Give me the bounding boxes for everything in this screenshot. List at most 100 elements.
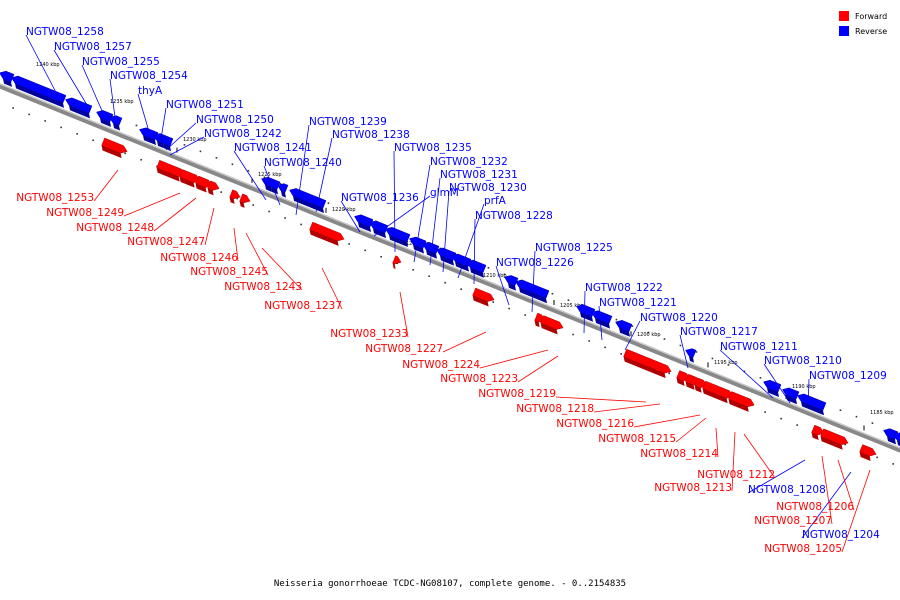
leader-line xyxy=(517,355,559,383)
gene-NGTW08_1232[interactable] xyxy=(409,236,427,254)
gene-label: NGTW08_1250 xyxy=(196,114,274,126)
leader-line xyxy=(837,459,855,511)
gene-NGTW08_1238[interactable] xyxy=(289,188,327,214)
gene-NGTW08_1257[interactable] xyxy=(11,75,67,108)
gene-NGTW08_1222[interactable] xyxy=(576,304,596,322)
gene-NGTW08_1246[interactable] xyxy=(207,180,220,196)
gene-NGTW08_1237[interactable] xyxy=(309,221,345,246)
gene-shadow xyxy=(676,377,685,386)
gene-glmM[interactable] xyxy=(369,220,389,239)
gene-NGTW08_1254[interactable] xyxy=(96,110,114,127)
gene-shadow xyxy=(357,222,371,233)
gene-label: NGTW08_1204 xyxy=(802,529,880,541)
gene-arrow xyxy=(229,189,241,200)
gene-label: NGTW08_1210 xyxy=(764,355,842,367)
gene-label: NGTW08_1251 xyxy=(166,99,244,111)
gene-arrow xyxy=(409,236,427,249)
gene-NGTW08_1236[interactable] xyxy=(354,214,374,233)
gene-NGTW08_1242[interactable] xyxy=(159,135,174,152)
gene-label: NGTW08_1225 xyxy=(535,242,613,254)
gene-label: NGTW08_1254 xyxy=(110,70,188,82)
gene-thyA[interactable] xyxy=(109,115,123,131)
gene-NGTW08_1209[interactable] xyxy=(797,393,827,416)
gene-NGTW08_1207[interactable] xyxy=(811,424,825,441)
gene-arrow xyxy=(392,255,402,265)
gene-arrow xyxy=(883,428,899,440)
leader-line xyxy=(321,267,343,310)
gene-NGTW08_1258[interactable] xyxy=(0,70,15,87)
gene-NGTW08_1230[interactable] xyxy=(436,247,457,266)
gene-arrow xyxy=(422,241,440,255)
gene-NGTW08_1233[interactable] xyxy=(392,255,402,269)
gene-shadow xyxy=(766,387,779,398)
gene-NGTW08_1227[interactable] xyxy=(472,287,495,307)
track-dot xyxy=(711,357,714,360)
scale-tick-label: 1235 kbp xyxy=(110,99,134,105)
gene-NGTW08_1217[interactable] xyxy=(685,348,697,363)
gene-arrow xyxy=(207,180,220,191)
gene-label: NGTW08_1228 xyxy=(475,210,553,222)
gene-NGTW08_1223[interactable] xyxy=(540,315,564,335)
gene-shadow xyxy=(412,244,424,254)
genome-backbone-highlight xyxy=(0,83,900,449)
leader-line xyxy=(261,247,303,291)
gene-shadow xyxy=(68,105,90,119)
gene-NGTW08_1210[interactable] xyxy=(782,387,800,405)
gene-NGTW08_1220[interactable] xyxy=(615,320,633,337)
gene-label: NGTW08_1237 xyxy=(264,300,342,312)
gene-NGTW08_1251[interactable] xyxy=(139,127,159,146)
gene-label: NGTW08_1253 xyxy=(16,192,94,204)
gene-NGTW08_1235[interactable] xyxy=(385,227,411,247)
gene-label: NGTW08_1211 xyxy=(720,341,798,353)
track-dot xyxy=(668,372,670,375)
gene-arrow xyxy=(385,227,411,243)
gene-NGTW08_1245[interactable] xyxy=(229,189,241,204)
gene-arrow xyxy=(466,259,487,274)
track-dot xyxy=(503,273,506,276)
gene-arrow xyxy=(859,444,877,457)
gene-arrow xyxy=(591,310,613,325)
gene-label: NGTW08_1235 xyxy=(394,142,472,154)
gene-NGTW08_1212[interactable] xyxy=(728,391,755,412)
gene-prfA[interactable] xyxy=(451,253,472,272)
gene-NGTW08_1239[interactable] xyxy=(277,183,289,198)
legend: Forward Reverse xyxy=(839,11,887,36)
gene-shadow xyxy=(112,123,120,131)
track-dot xyxy=(508,307,510,310)
leader-line xyxy=(233,150,267,201)
gene-NGTW08_1226[interactable] xyxy=(504,275,519,291)
gene-NGTW08_1225[interactable] xyxy=(515,279,550,304)
track-dot xyxy=(615,318,618,321)
gene-shadow xyxy=(728,399,749,412)
gene-NGTW08_1228[interactable] xyxy=(466,259,487,278)
gene-NGTW08_1243[interactable] xyxy=(239,193,251,208)
leader-line xyxy=(204,207,215,246)
track-dot xyxy=(348,243,350,245)
gene-label: NGTW08_1233 xyxy=(330,328,408,340)
gene-label: NGTW08_1238 xyxy=(332,129,410,141)
leader-line xyxy=(340,200,361,233)
label-leaders xyxy=(25,34,871,553)
track-dot xyxy=(380,256,382,258)
leader-line xyxy=(821,455,833,525)
gene-label: NGTW08_1257 xyxy=(54,41,132,53)
gene-NGTW08_1206[interactable] xyxy=(820,428,849,450)
track-dot xyxy=(428,275,430,278)
gene-NGTW08_1205[interactable] xyxy=(859,444,877,462)
gene-NGTW08_1211[interactable] xyxy=(763,379,782,398)
gene-NGTW08_1253[interactable] xyxy=(101,137,128,159)
scale-tick-label: 1225 kbp xyxy=(258,172,282,178)
track-dot xyxy=(743,370,746,373)
gene-NGTW08_1219[interactable] xyxy=(623,348,672,379)
gene-NGTW08_1221[interactable] xyxy=(591,310,613,329)
track-dot xyxy=(487,267,490,269)
gene-NGTW08_1255[interactable] xyxy=(65,97,93,119)
gene-shadow xyxy=(309,229,339,246)
gene-NGTW08_1231[interactable] xyxy=(422,241,440,259)
track-dot xyxy=(199,150,202,153)
gene-NGTW08_1240[interactable] xyxy=(267,179,281,195)
gene-shadow xyxy=(859,452,871,462)
gene-NGTW08_1208[interactable] xyxy=(883,428,899,445)
gene-labels: NGTW08_1258 NGTW08_1257 NGTW08_1255 NGTW08_… xyxy=(16,26,887,555)
gene-NGTW08_1214[interactable] xyxy=(702,380,734,404)
